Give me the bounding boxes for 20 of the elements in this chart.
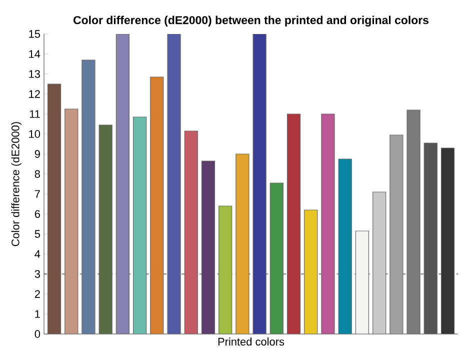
- y-tick-label: 14: [29, 50, 40, 58]
- y-tick-label: 3: [34, 270, 40, 278]
- y-tick-label: 1: [35, 310, 40, 318]
- x-axis-title: Printed colors: [218, 338, 284, 346]
- y-tick-label: 9: [34, 150, 40, 158]
- y-tick-label: 11: [30, 110, 40, 118]
- y-tick-label: 2: [34, 290, 40, 298]
- y-tick-label: 13: [29, 70, 40, 78]
- y-tick-label: 4: [34, 250, 40, 258]
- y-tick-label: 8: [34, 170, 40, 178]
- y-tick-label: 7: [34, 190, 40, 198]
- y-tick-label: 5: [34, 230, 40, 238]
- y-tick-label: 0: [34, 330, 40, 338]
- y-tick-label: 12: [29, 90, 40, 98]
- y-tick-label: 15: [29, 30, 40, 38]
- y-tick-label: 10: [29, 130, 40, 138]
- bar: [167, 34, 181, 334]
- chart-title: Color difference (dE2000) between the printed and original colors: [74, 16, 428, 26]
- y-tick-label: 6: [34, 210, 40, 218]
- y-axis-title: Color difference (dE2000): [11, 122, 22, 246]
